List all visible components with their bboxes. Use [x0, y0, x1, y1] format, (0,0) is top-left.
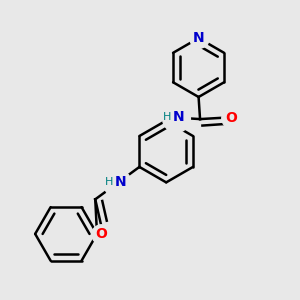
Text: N: N	[115, 175, 126, 189]
Text: N: N	[193, 31, 204, 45]
Text: N: N	[173, 110, 185, 124]
Text: O: O	[225, 111, 237, 124]
Text: O: O	[95, 227, 107, 241]
Text: H: H	[104, 177, 113, 187]
Text: H: H	[163, 112, 172, 122]
